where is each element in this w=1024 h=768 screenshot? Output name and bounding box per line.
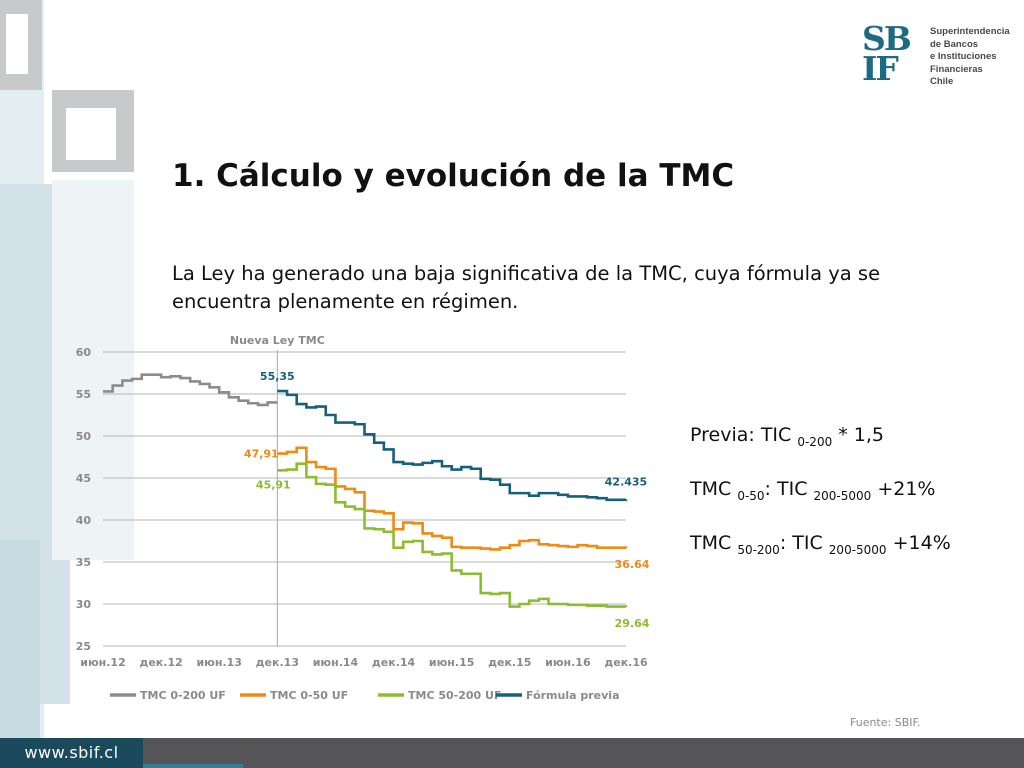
data-label: 29.64 — [615, 617, 650, 630]
formula-rhs-sub: 200-5000 — [828, 542, 887, 557]
y-tick-label: 50 — [76, 430, 92, 443]
y-tick-label: 35 — [76, 556, 91, 569]
y-tick-label: 30 — [76, 598, 92, 611]
x-tick-label: дек.14 — [372, 656, 416, 669]
data-label: 36.64 — [615, 558, 650, 571]
series-line — [277, 462, 628, 608]
legend-label: Fórmula previa — [526, 689, 620, 702]
formula-tmc-0-50: TMC 0-50: TIC 200-5000 +21% — [690, 478, 1020, 532]
footer-accent — [143, 764, 243, 768]
x-tick-label: дек.15 — [488, 656, 531, 669]
series-line — [277, 389, 628, 502]
formula-rhs: * 1,5 — [832, 424, 885, 446]
x-tick-label: июн.15 — [429, 656, 475, 669]
legend-label: TMC 0-50 UF — [270, 689, 348, 702]
footer-url[interactable]: www.sbif.cl — [0, 738, 143, 768]
y-tick-label: 40 — [76, 514, 92, 527]
legend-label: TMC 50-200 UF — [408, 689, 501, 702]
logo-line: de Bancos — [930, 38, 979, 50]
series-line — [277, 446, 628, 551]
formula-lhs-sub: 0-50 — [737, 488, 765, 503]
logo-mark-top: SB — [862, 19, 912, 58]
formula-list: Previa: TIC 0-200 * 1,5 TMC 0-50: TIC 20… — [690, 424, 1020, 586]
slide-title: 1. Cálculo y evolución de la TMC — [172, 158, 735, 194]
formula-lhs: TMC — [690, 532, 738, 554]
formula-rhs: : TIC — [779, 532, 829, 554]
sbif-logo: SB IF Superintendencia de Bancos e Insti… — [862, 19, 1014, 90]
x-tick-label: июн.14 — [313, 656, 359, 669]
logo-mark: SB IF — [862, 19, 924, 88]
series-line — [103, 373, 278, 407]
data-label: 55,35 — [260, 370, 295, 383]
annotation-label: Nueva Ley TMC — [230, 334, 325, 347]
logo-line: Financieras — [930, 63, 983, 75]
slide-paragraph: La Ley ha generado una baja significativ… — [172, 262, 881, 313]
y-tick-label: 60 — [76, 346, 92, 359]
logo-line: Chile — [930, 76, 954, 87]
data-label: 47,91 — [244, 448, 279, 461]
logo-mark-bottom: IF — [862, 49, 899, 88]
formula-lhs-sub: 0-200 — [797, 434, 833, 449]
y-tick-label: 45 — [76, 472, 91, 485]
data-label: 42.435 — [605, 476, 647, 489]
legend-label: TMC 0-200 UF — [140, 689, 226, 702]
x-tick-label: дек.16 — [604, 656, 648, 669]
data-label: 45,91 — [256, 478, 291, 491]
formula-lhs: TMC — [690, 478, 738, 500]
formula-previa: Previa: TIC 0-200 * 1,5 — [690, 424, 1020, 478]
x-tick-label: дек.12 — [139, 656, 182, 669]
x-tick-label: июн.13 — [196, 656, 242, 669]
formula-tail: +14% — [886, 532, 951, 554]
formula-lhs: Previa: TIC — [690, 424, 798, 446]
x-tick-label: дек.13 — [256, 656, 299, 669]
source-note: Fuente: SBIF. — [850, 716, 921, 729]
formula-rhs-sub: 200-5000 — [813, 488, 872, 503]
x-tick-label: июн.12 — [80, 656, 126, 669]
footer-bar — [0, 738, 1024, 768]
formula-tmc-50-200: TMC 50-200: TIC 200-5000 +14% — [690, 532, 1020, 586]
formula-lhs-sub: 50-200 — [737, 542, 780, 557]
y-tick-label: 25 — [76, 640, 91, 653]
logo-line: e Instituciones — [930, 51, 997, 62]
logo-line: Superintendencia — [930, 26, 1010, 37]
tmc-line-chart: 25 30 35 40 45 50 55 60 июн.12 дек.12 июн.13 дек.13… — [76, 334, 650, 702]
y-tick-label: 55 — [76, 388, 91, 401]
x-tick-label: июн.16 — [545, 656, 591, 669]
formula-tail: +21% — [871, 478, 936, 500]
formula-rhs: : TIC — [764, 478, 814, 500]
logo-text: Superintendencia de Bancos e Institucion… — [930, 26, 1014, 89]
